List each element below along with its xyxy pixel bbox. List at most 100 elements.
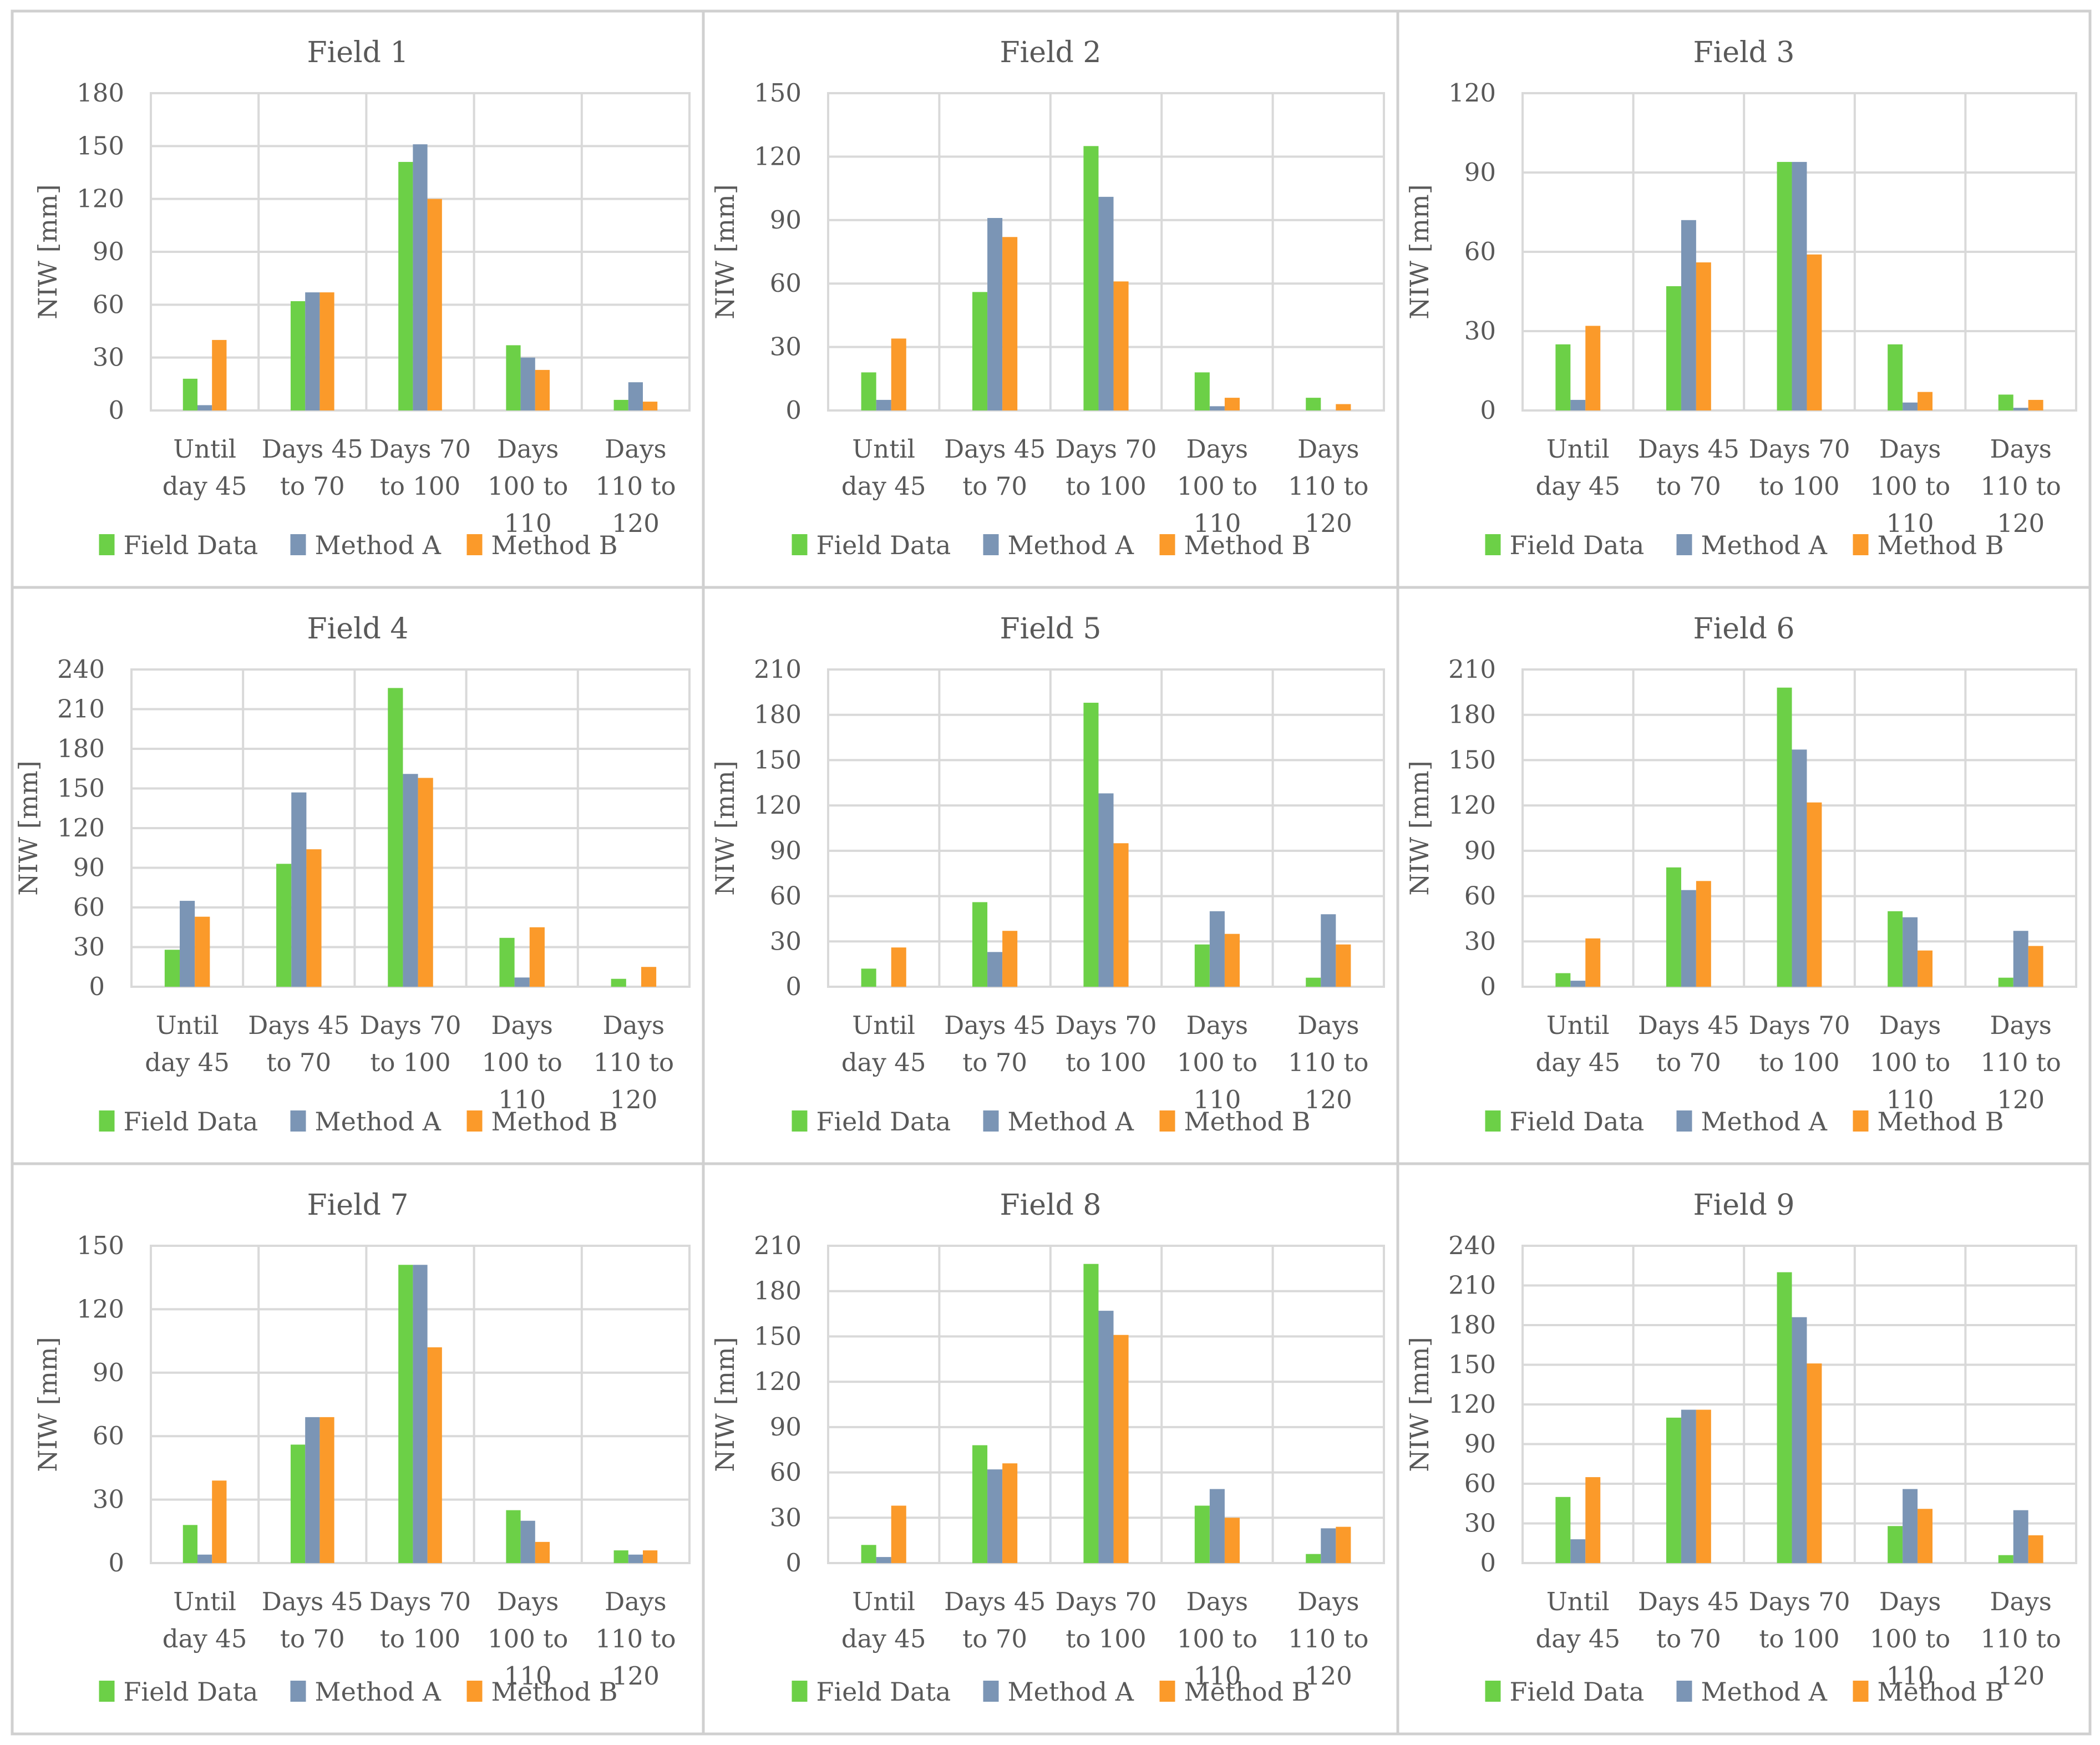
x-tick-label: Days 70 xyxy=(369,1587,471,1616)
bar-method-a-3 xyxy=(1098,1311,1114,1563)
y-tick-label: 90 xyxy=(1464,1429,1496,1459)
bar-method-a-1 xyxy=(876,399,891,410)
bar-method-a-1 xyxy=(1570,399,1586,410)
legend-swatch xyxy=(1485,534,1501,555)
y-tick-label: 30 xyxy=(770,926,802,956)
bar-field-data-4 xyxy=(1888,911,1903,987)
x-tick-label: 100 to xyxy=(1177,1048,1257,1077)
bar-method-b-4 xyxy=(1918,392,1933,410)
legend-item: Method B xyxy=(466,530,618,560)
bar-field-data-4 xyxy=(1194,944,1210,987)
x-tick-label: day 45 xyxy=(1535,471,1620,501)
bar-method-a-4 xyxy=(1209,911,1225,987)
bar-method-b-2 xyxy=(319,1417,334,1563)
bar-field-data-3 xyxy=(1083,146,1099,410)
y-tick-label: 0 xyxy=(785,1548,802,1577)
bar-method-b-2 xyxy=(1002,237,1018,410)
bar-method-b-1 xyxy=(1585,326,1601,410)
bar-method-b-5 xyxy=(2028,1535,2043,1563)
x-tick-label: Days xyxy=(497,434,559,464)
x-tick-label: Days xyxy=(1879,434,1941,464)
bar-field-data-5 xyxy=(1998,977,2013,987)
legend-swatch xyxy=(1159,1110,1175,1132)
bar-field-data-4 xyxy=(506,1510,521,1563)
x-tick-label: 110 xyxy=(1886,509,1934,538)
x-tick-label: Days xyxy=(1186,1011,1248,1040)
x-tick-label: Days 70 xyxy=(1749,434,1850,464)
legend-swatch xyxy=(290,1681,306,1702)
y-tick-label: 0 xyxy=(108,1548,124,1577)
legend-item: Method B xyxy=(466,1107,618,1137)
bar-method-b-3 xyxy=(427,199,442,410)
legend-label: Method A xyxy=(315,1107,442,1137)
x-tick-label: 110 xyxy=(1193,1085,1241,1114)
legend-label: Method B xyxy=(1878,530,2004,560)
bar-method-b-4 xyxy=(1224,398,1240,410)
x-tick-label: day 45 xyxy=(163,471,247,501)
bar-field-data-3 xyxy=(1777,1272,1792,1563)
bar-method-a-3 xyxy=(1792,161,1807,410)
bar-field-data-5 xyxy=(613,399,628,410)
x-tick-label: to 100 xyxy=(1759,471,1839,501)
y-tick-label: 120 xyxy=(77,1294,124,1323)
bar-method-a-4 xyxy=(520,357,535,410)
x-tick-label: Until xyxy=(173,1587,236,1616)
bar-method-a-4 xyxy=(1209,406,1225,410)
legend-swatch xyxy=(99,534,115,555)
legend-label: Field Data xyxy=(816,1677,951,1707)
bar-method-a-2 xyxy=(1681,220,1696,410)
x-tick-label: 100 to xyxy=(482,1048,562,1077)
y-tick-label: 210 xyxy=(754,655,802,684)
y-tick-label: 0 xyxy=(108,395,124,425)
x-tick-label: Days 45 xyxy=(262,434,363,464)
bar-method-b-3 xyxy=(1807,802,1822,987)
x-tick-label: to 100 xyxy=(1759,1624,1839,1653)
x-tick-label: Days xyxy=(605,1587,666,1616)
y-tick-label: 180 xyxy=(57,734,105,763)
y-axis-label: NIW [mm] xyxy=(710,760,740,895)
legend-item: Field Data xyxy=(792,1677,951,1707)
bar-method-a-1 xyxy=(1570,1539,1586,1563)
legend-swatch xyxy=(1676,1681,1692,1702)
y-tick-label: 30 xyxy=(93,1485,124,1514)
legend-label: Field Data xyxy=(1510,1107,1645,1137)
y-tick-label: 150 xyxy=(754,1321,802,1351)
x-tick-label: 120 xyxy=(1997,1661,2045,1691)
legend-swatch xyxy=(1853,1110,1869,1132)
x-tick-label: Days xyxy=(1297,1587,1359,1616)
legend-item: Method A xyxy=(290,1107,442,1137)
x-tick-label: Days xyxy=(1186,1587,1248,1616)
x-tick-label: 110 to xyxy=(1288,471,1368,501)
legend-label: Method A xyxy=(1701,1107,1828,1137)
legend-swatch xyxy=(983,1110,999,1132)
legend-swatch xyxy=(1676,534,1692,555)
legend-label: Field Data xyxy=(816,1107,951,1137)
chart-title: Field 8 xyxy=(1000,1189,1101,1222)
legend-label: Method B xyxy=(491,1677,618,1707)
x-tick-label: Until xyxy=(852,1587,915,1616)
x-tick-label: to 70 xyxy=(266,1048,331,1077)
y-tick-label: 120 xyxy=(1448,78,1496,108)
bar-field-data-5 xyxy=(611,978,626,987)
legend-swatch xyxy=(466,534,483,555)
x-tick-label: Days xyxy=(1990,1587,2051,1616)
legend-item: Field Data xyxy=(99,1107,258,1137)
legend-item: Method A xyxy=(983,1107,1134,1137)
bar-method-b-1 xyxy=(891,338,906,410)
legend-item: Method A xyxy=(1676,1677,1828,1707)
legend-swatch xyxy=(983,534,999,555)
chart-panel-5: Field 5 0 30 60 90 120 150 180 210 NIW [mm] Until d… xyxy=(702,586,1399,1165)
x-tick-label: 110 to xyxy=(595,1624,676,1653)
bar-field-data-1 xyxy=(861,372,876,410)
y-tick-label: 180 xyxy=(77,78,124,108)
x-tick-label: Days 45 xyxy=(944,434,1046,464)
legend-label: Field Data xyxy=(816,530,951,560)
bar-method-b-1 xyxy=(891,947,906,987)
x-tick-label: 120 xyxy=(612,509,660,538)
x-tick-label: Days xyxy=(1990,434,2051,464)
y-tick-label: 120 xyxy=(1448,790,1496,820)
bar-method-a-3 xyxy=(1792,749,1807,987)
x-tick-label: Days xyxy=(603,1011,665,1040)
y-tick-label: 180 xyxy=(1448,1310,1496,1340)
